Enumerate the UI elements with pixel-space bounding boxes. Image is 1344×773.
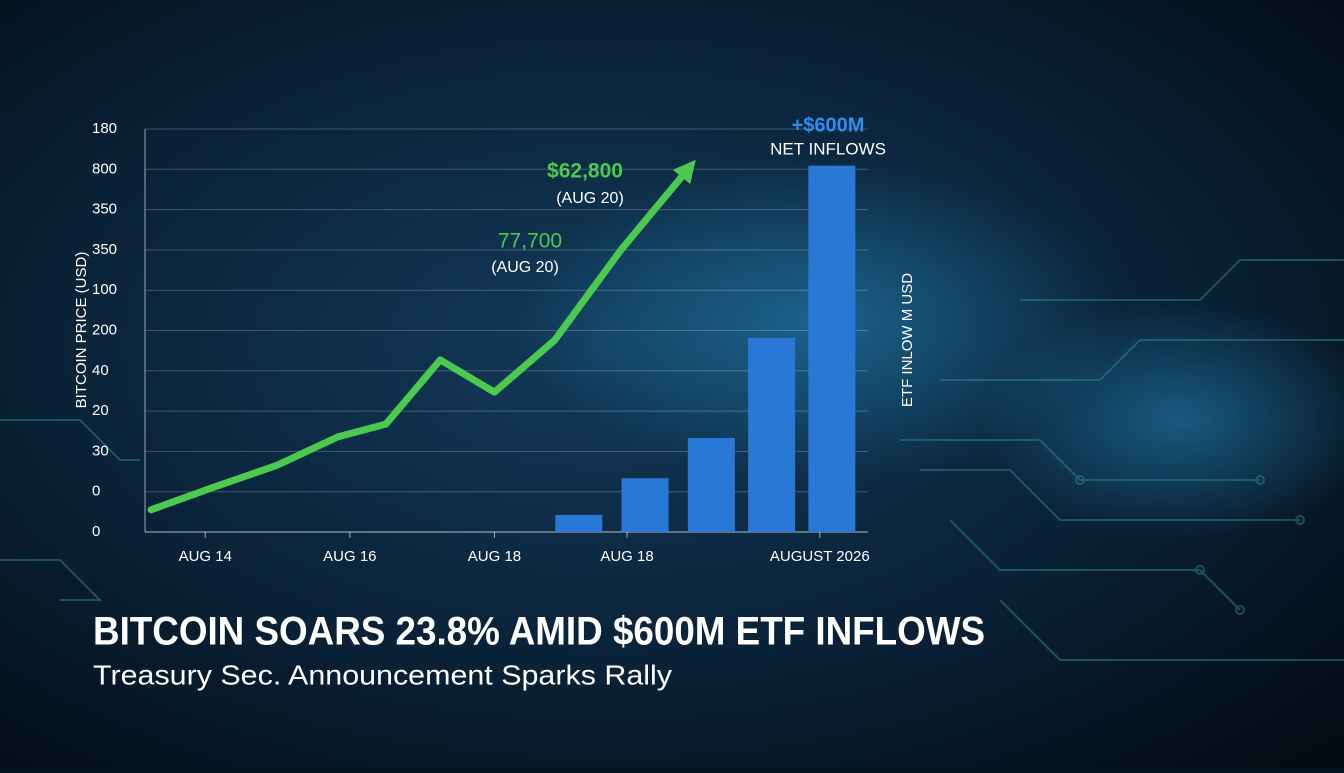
annotation: $62,800 (547, 160, 623, 183)
annotation: 77,700 (498, 230, 562, 253)
annotation: NET INFLOWS (770, 139, 886, 158)
x-tick-label: AUG 18 (468, 548, 521, 565)
annotation: (AUG 20) (556, 190, 624, 207)
bar (621, 478, 669, 532)
x-tick-label: AUG 18 (600, 548, 653, 565)
y-tick-label: 350 (92, 241, 117, 258)
annotation: (AUG 20) (491, 259, 559, 276)
x-tick-label: AUGUST 2026 (770, 548, 870, 565)
y-tick-label: 0 (92, 523, 100, 540)
y-axis-label: BITCOIN PRICE (USD) (73, 252, 90, 409)
y2-axis-label: ETF INLOW M USD (899, 273, 916, 407)
bar (687, 437, 735, 532)
y-tick-label: 30 (92, 442, 109, 459)
y-tick-label: 100 (92, 281, 117, 298)
annotation: +$600M (792, 114, 865, 136)
x-tick-label: AUG 14 (179, 548, 232, 565)
y-tick-label: 20 (92, 402, 109, 419)
bar (808, 165, 856, 533)
y-tick-label: 200 (92, 321, 117, 338)
y-tick-label: 0 (92, 483, 100, 500)
subtitle: Treasury Sec. Announcement Sparks Rally (93, 659, 672, 690)
circuit-decoration (0, 259, 1344, 661)
x-tick-label: AUG 16 (323, 548, 376, 565)
y-tick-label: 800 (92, 160, 117, 177)
bar (555, 514, 603, 532)
y-tick-label: 350 (92, 201, 117, 218)
y-tick-label: 40 (92, 362, 109, 379)
price-line (147, 159, 696, 514)
y-tick-label: 180 (92, 120, 117, 137)
title: BITCOIN SOARS 23.8% AMID $600M ETF INFLO… (93, 610, 985, 654)
bar (748, 337, 796, 532)
